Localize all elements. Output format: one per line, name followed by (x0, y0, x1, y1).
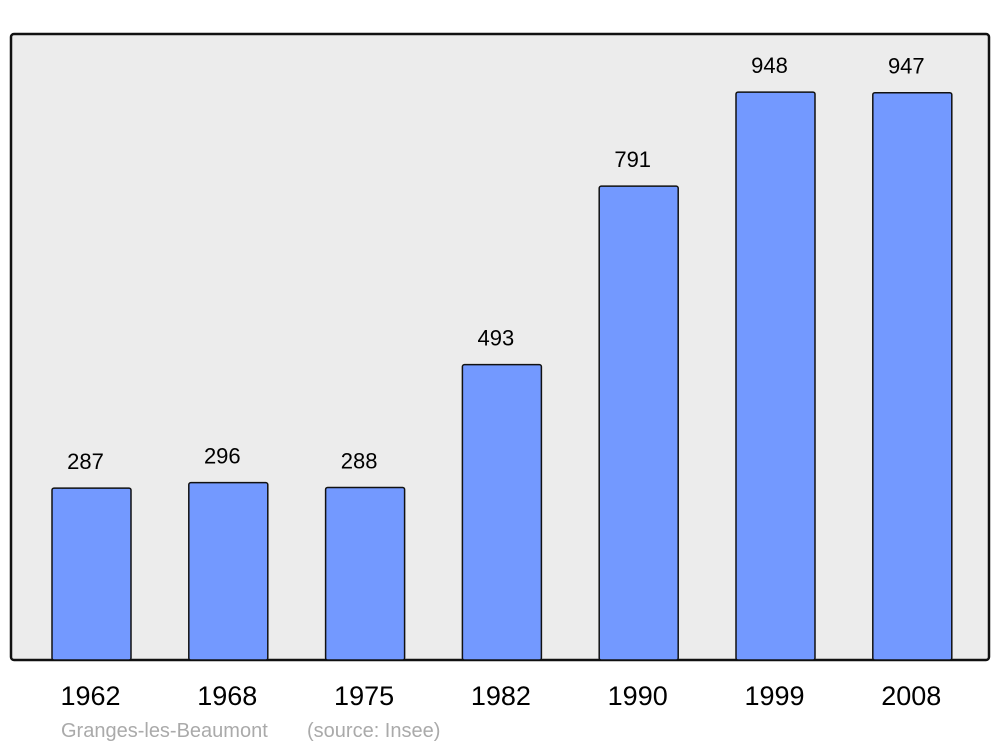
footer-source: (source: Insee) (307, 720, 440, 742)
x-tick-label-1982: 1982 (471, 681, 531, 711)
x-tick-label-2008: 2008 (881, 681, 941, 711)
value-label-1982: 493 (478, 326, 515, 351)
x-tick-label-1962: 1962 (60, 681, 120, 711)
x-tick-label-1968: 1968 (197, 681, 257, 711)
x-tick-label-1990: 1990 (608, 681, 668, 711)
value-label-2008: 947 (888, 54, 925, 79)
footer-place: Granges-les-Beaumont (61, 720, 268, 742)
bar-1968 (188, 481, 269, 661)
value-label-1968: 296 (204, 444, 241, 469)
value-label-1962: 287 (67, 449, 104, 474)
value-label-1999: 948 (751, 53, 788, 78)
bar-1982 (461, 363, 543, 661)
bar-2008 (872, 91, 953, 661)
bar-1999 (735, 91, 816, 661)
value-label-1975: 288 (341, 448, 378, 473)
x-tick-label-1999: 1999 (744, 681, 804, 711)
bar-1962 (51, 487, 132, 661)
x-tick-label-1975: 1975 (334, 681, 394, 711)
value-label-1990: 791 (614, 147, 651, 172)
bar-1990 (598, 185, 679, 661)
bar-1975 (324, 486, 406, 661)
